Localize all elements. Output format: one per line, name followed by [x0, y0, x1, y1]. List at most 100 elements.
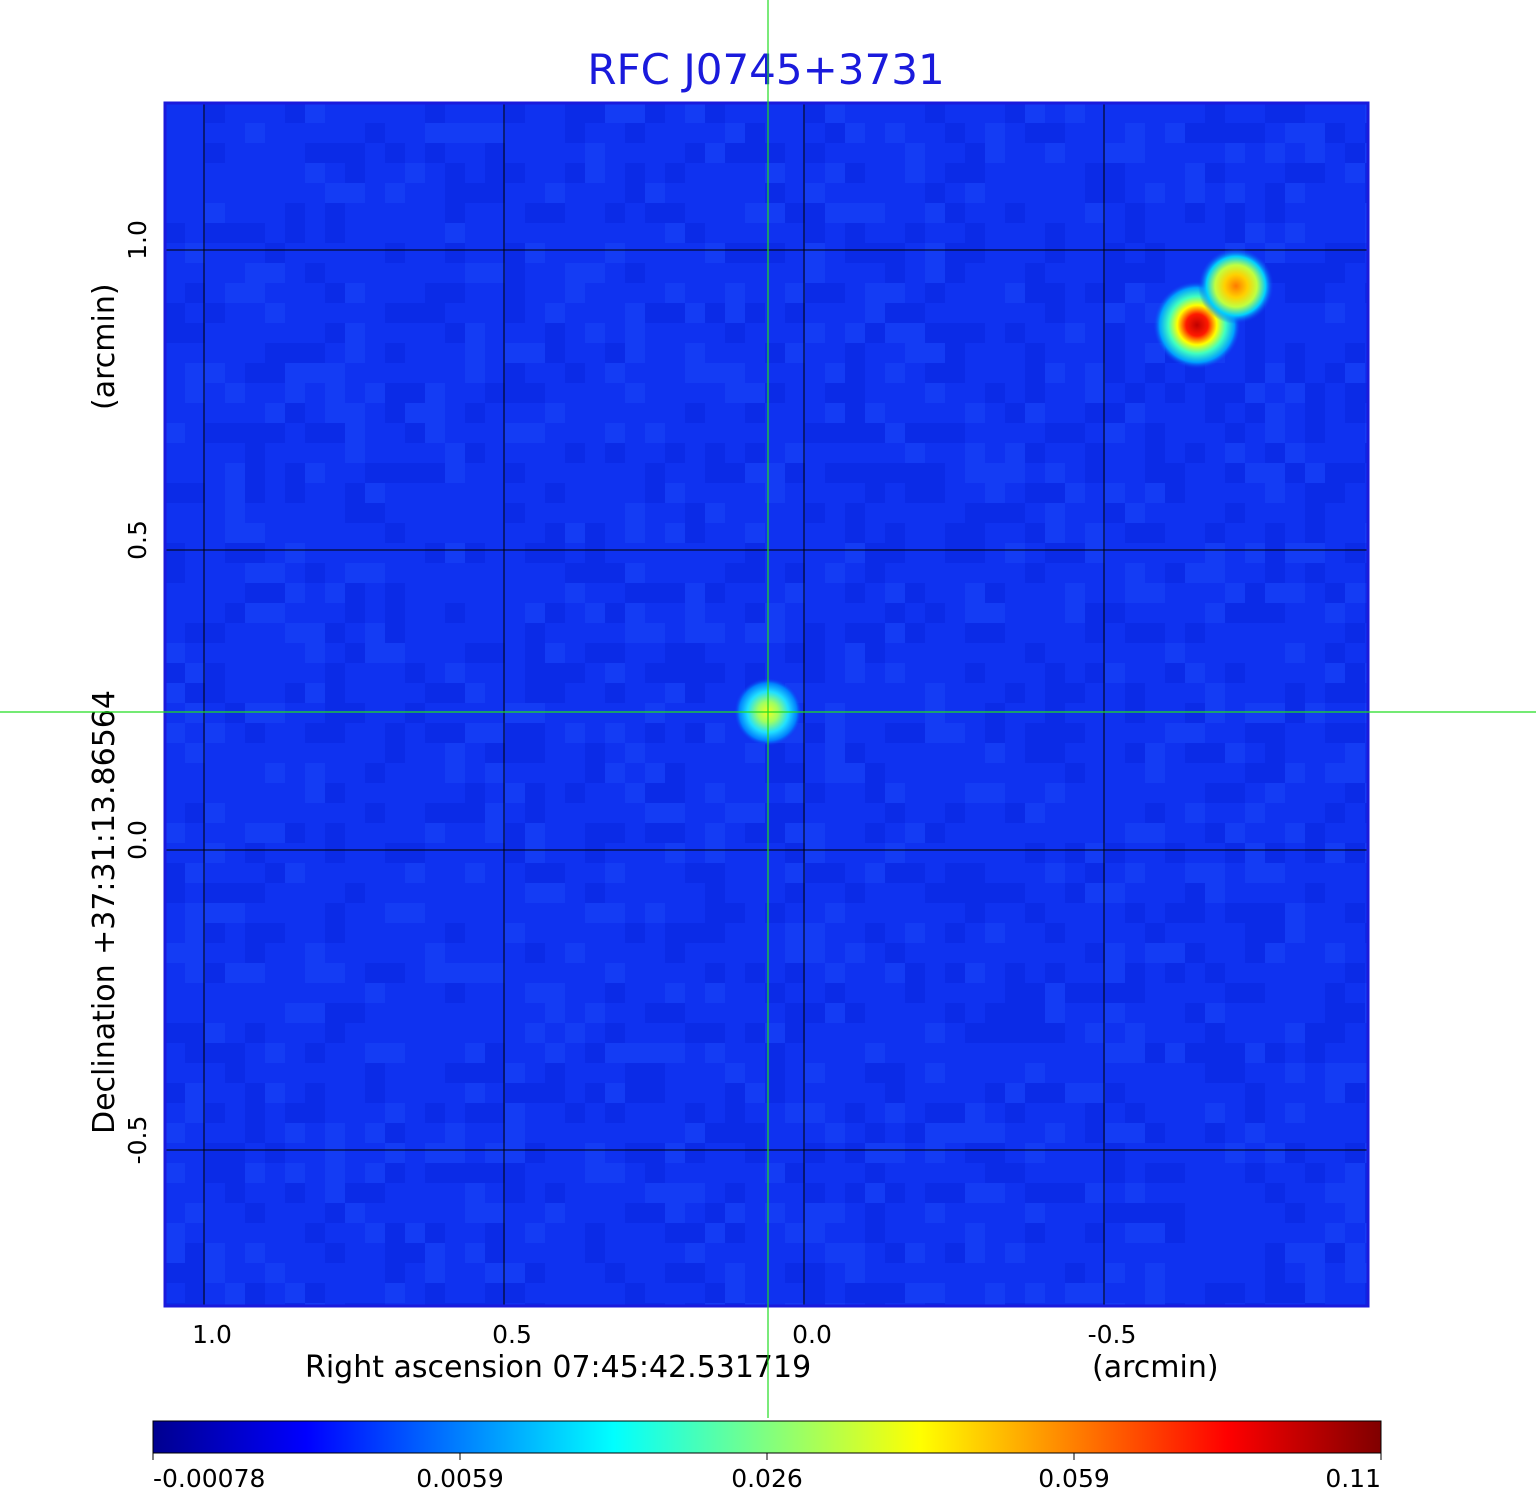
noise-cell — [365, 503, 385, 523]
noise-cell — [1265, 1283, 1285, 1303]
noise-cell — [725, 383, 745, 403]
noise-cell — [765, 903, 785, 923]
noise-cell — [1345, 1163, 1365, 1183]
noise-cell — [945, 1183, 965, 1203]
noise-cell — [1045, 983, 1065, 1003]
noise-cell — [1085, 623, 1105, 643]
noise-cell — [445, 923, 465, 943]
noise-cell — [1005, 963, 1025, 983]
noise-cell — [485, 263, 505, 283]
noise-cell — [685, 403, 705, 423]
noise-cell — [1105, 983, 1125, 1003]
noise-cell — [1105, 243, 1125, 263]
noise-cell — [1125, 1203, 1145, 1223]
noise-cell — [325, 1123, 345, 1143]
noise-cell — [1345, 143, 1365, 163]
noise-cell — [805, 503, 825, 523]
noise-cell — [765, 203, 785, 223]
noise-cell — [825, 423, 845, 443]
noise-cell — [1285, 123, 1305, 143]
noise-cell — [365, 1043, 385, 1063]
noise-cell — [165, 1023, 185, 1043]
noise-cell — [525, 1023, 545, 1043]
noise-cell — [885, 583, 905, 603]
noise-cell — [1245, 863, 1265, 883]
noise-cell — [1265, 463, 1285, 483]
noise-cell — [745, 443, 765, 463]
noise-cell — [225, 703, 245, 723]
noise-cell — [665, 683, 685, 703]
noise-cell — [965, 1143, 985, 1163]
noise-cell — [1345, 903, 1365, 923]
noise-cell — [1305, 1163, 1325, 1183]
noise-cell — [405, 303, 425, 323]
noise-cell — [905, 323, 925, 343]
noise-cell — [805, 243, 825, 263]
noise-cell — [645, 663, 665, 683]
noise-cell — [945, 523, 965, 543]
noise-cell — [865, 1223, 885, 1243]
noise-cell — [985, 883, 1005, 903]
noise-cell — [1265, 1043, 1285, 1063]
noise-cell — [625, 303, 645, 323]
noise-cell — [965, 963, 985, 983]
noise-cell — [425, 463, 445, 483]
noise-cell — [1225, 183, 1245, 203]
noise-cell — [745, 463, 765, 483]
noise-cell — [685, 723, 705, 743]
noise-cell — [445, 203, 465, 223]
noise-cell — [1245, 343, 1265, 363]
noise-cell — [525, 883, 545, 903]
noise-cell — [445, 543, 465, 563]
noise-cell — [665, 823, 685, 843]
noise-cell — [205, 683, 225, 703]
noise-cell — [1245, 1163, 1265, 1183]
noise-cell — [225, 1063, 245, 1083]
noise-cell — [445, 723, 465, 743]
noise-cell — [925, 883, 945, 903]
noise-cell — [525, 203, 545, 223]
noise-cell — [265, 343, 285, 363]
noise-cell — [965, 1243, 985, 1263]
noise-cell — [705, 843, 725, 863]
noise-cell — [1045, 143, 1065, 163]
noise-cell — [1265, 523, 1285, 543]
noise-cell — [545, 323, 565, 343]
noise-cell — [445, 763, 465, 783]
noise-cell — [1325, 1243, 1345, 1263]
noise-cell — [585, 1083, 605, 1103]
noise-cell — [885, 1243, 905, 1263]
noise-cell — [1025, 743, 1045, 763]
noise-cell — [585, 883, 605, 903]
noise-cell — [785, 303, 805, 323]
noise-cell — [305, 943, 325, 963]
noise-cell — [945, 923, 965, 943]
noise-cell — [505, 823, 525, 843]
noise-cell — [305, 723, 325, 743]
noise-cell — [245, 1023, 265, 1043]
noise-cell — [1205, 1043, 1225, 1063]
noise-cell — [385, 1283, 405, 1303]
noise-cell — [545, 1203, 565, 1223]
noise-cell — [265, 763, 285, 783]
noise-cell — [505, 1083, 525, 1103]
noise-cell — [345, 483, 365, 503]
noise-cell — [965, 1103, 985, 1123]
x-tick-labels: 1.0 0.5 0.0 -0.5 — [192, 1320, 1136, 1349]
noise-cell — [445, 983, 465, 1003]
noise-cell — [525, 1143, 545, 1163]
noise-cell — [1125, 583, 1145, 603]
noise-cell — [805, 1003, 825, 1023]
noise-cell — [705, 303, 725, 323]
noise-cell — [1145, 823, 1165, 843]
noise-cell — [585, 563, 605, 583]
noise-cell — [645, 723, 665, 743]
noise-cell — [165, 483, 185, 503]
noise-cell — [1125, 123, 1145, 143]
noise-cell — [505, 383, 525, 403]
noise-cell — [1025, 523, 1045, 543]
noise-cell — [305, 343, 325, 363]
noise-cell — [505, 343, 525, 363]
noise-cell — [945, 1243, 965, 1263]
noise-cell — [305, 1283, 325, 1303]
